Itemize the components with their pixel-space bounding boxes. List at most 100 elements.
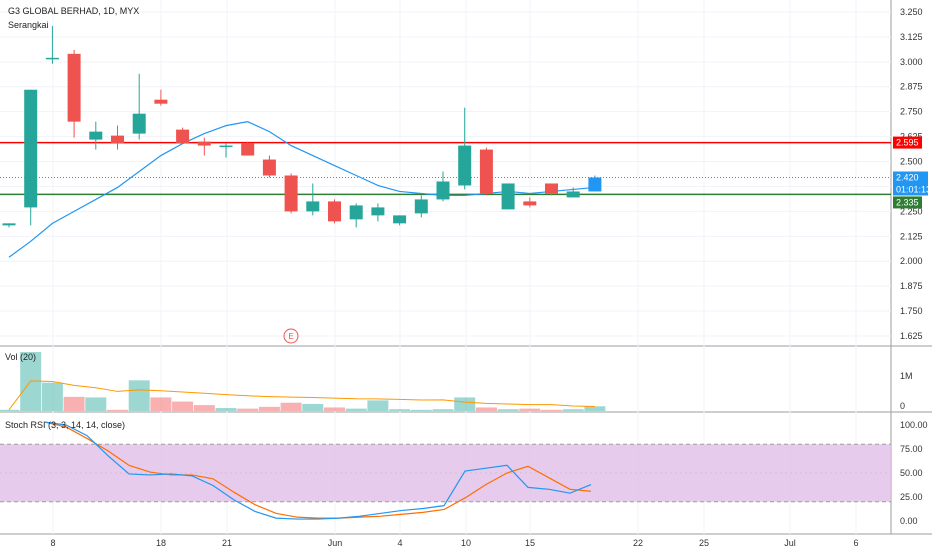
candle-body bbox=[393, 215, 407, 224]
rsi-tick-label: 50.00 bbox=[900, 468, 923, 478]
candle-body bbox=[545, 183, 558, 194]
price-tick-label: 3.000 bbox=[900, 57, 923, 67]
candle[interactable] bbox=[436, 171, 450, 202]
rsi-tick-label: 25.00 bbox=[900, 492, 923, 502]
x-tick-label: 25 bbox=[699, 538, 709, 548]
candle-body bbox=[436, 181, 450, 200]
rsi-tick-label: 75.00 bbox=[900, 444, 923, 454]
volume-bar bbox=[541, 409, 562, 411]
volume-bar bbox=[389, 409, 411, 411]
volume-bar bbox=[193, 405, 215, 411]
candle-body bbox=[219, 145, 233, 148]
volume-tick-label: 1M bbox=[900, 371, 913, 381]
candle[interactable] bbox=[306, 183, 320, 216]
candle[interactable] bbox=[458, 107, 472, 190]
volume-bar bbox=[584, 406, 606, 411]
volume-label: Vol (20) bbox=[5, 352, 36, 362]
volume-bar bbox=[302, 403, 324, 411]
volume-bar bbox=[63, 396, 85, 411]
x-tick-label: 18 bbox=[156, 538, 166, 548]
candle[interactable] bbox=[262, 155, 276, 178]
candle[interactable] bbox=[393, 215, 407, 226]
current-price-tag-bg bbox=[893, 171, 928, 196]
candle-body bbox=[588, 177, 602, 192]
rsi-tick-label: 100.00 bbox=[900, 420, 928, 430]
price-tick-label: 1.875 bbox=[900, 281, 923, 291]
candle[interactable] bbox=[566, 187, 580, 198]
price-tick-label: 2.250 bbox=[900, 206, 923, 216]
candle[interactable] bbox=[479, 147, 493, 196]
candle[interactable] bbox=[154, 89, 168, 106]
volume-bar bbox=[107, 409, 128, 411]
candle[interactable] bbox=[132, 73, 146, 140]
rsi-tick-label: 0.00 bbox=[900, 516, 918, 526]
resistance-price-tag-bg bbox=[893, 136, 922, 149]
x-tick-label: 15 bbox=[525, 538, 535, 548]
support-price-tag: 2.335 bbox=[896, 197, 919, 207]
candle-body bbox=[284, 175, 298, 212]
volume-bar bbox=[562, 409, 584, 411]
price-tick-label: 2.125 bbox=[900, 231, 923, 241]
volume-bar bbox=[150, 397, 172, 411]
candle[interactable] bbox=[2, 223, 16, 228]
candle[interactable] bbox=[45, 25, 59, 64]
earnings-letter: E bbox=[288, 332, 293, 341]
candle-body bbox=[458, 145, 472, 186]
candle-body bbox=[479, 149, 493, 194]
candle[interactable] bbox=[414, 195, 428, 218]
price-tick-label: 2.500 bbox=[900, 157, 923, 167]
candle-body bbox=[197, 141, 211, 146]
candle-body bbox=[501, 183, 515, 210]
candle[interactable] bbox=[219, 143, 233, 158]
candle[interactable] bbox=[501, 183, 515, 210]
candlesticks[interactable] bbox=[2, 25, 602, 228]
candle-body bbox=[523, 201, 537, 206]
candle[interactable] bbox=[349, 203, 363, 228]
x-tick-label: 4 bbox=[397, 538, 402, 548]
ma-line bbox=[8, 121, 595, 258]
earnings-marker[interactable]: E bbox=[283, 328, 299, 344]
volume-bar bbox=[215, 408, 237, 411]
candle[interactable] bbox=[111, 125, 124, 150]
price-tick-label: 2.875 bbox=[900, 82, 923, 92]
volume-ma-line bbox=[8, 380, 595, 411]
price-tick-label: 2.750 bbox=[900, 107, 923, 117]
candle-body bbox=[241, 143, 255, 156]
x-tick-label: 10 bbox=[461, 538, 471, 548]
candle[interactable] bbox=[371, 203, 385, 222]
candle[interactable] bbox=[328, 199, 341, 224]
x-tick-label: Jul bbox=[784, 538, 796, 548]
candle[interactable] bbox=[89, 121, 103, 150]
candle[interactable] bbox=[67, 49, 81, 138]
candle-body bbox=[306, 201, 320, 212]
candle-body bbox=[414, 199, 428, 214]
candle-body bbox=[371, 207, 385, 216]
candle-body bbox=[349, 205, 363, 220]
chart-subtitle: Serangkai bbox=[8, 20, 49, 30]
volume-bar bbox=[280, 402, 302, 411]
candle-body bbox=[566, 191, 580, 198]
candle[interactable] bbox=[588, 175, 602, 192]
candle[interactable] bbox=[197, 137, 211, 156]
volume-bar bbox=[0, 409, 20, 411]
candle[interactable] bbox=[545, 183, 558, 196]
support-price-tag-bg bbox=[893, 196, 922, 209]
candle-body bbox=[154, 99, 168, 104]
candle[interactable] bbox=[241, 141, 255, 156]
volume-bar bbox=[85, 397, 107, 411]
resistance-price-tag: 2.595 bbox=[896, 138, 919, 148]
volume-bar bbox=[410, 409, 432, 411]
stoch-rsi bbox=[0, 421, 891, 520]
candle-body bbox=[132, 113, 146, 134]
candle-body bbox=[2, 223, 16, 226]
candle[interactable] bbox=[284, 173, 298, 214]
price-tick-label: 1.750 bbox=[900, 306, 923, 316]
candle[interactable] bbox=[24, 89, 38, 226]
candle[interactable] bbox=[523, 197, 537, 208]
volume-bar bbox=[324, 407, 345, 411]
price-tick-label: 1.625 bbox=[900, 331, 923, 341]
candle-body bbox=[67, 53, 81, 122]
candle[interactable] bbox=[176, 127, 190, 144]
volume-bar bbox=[519, 408, 541, 411]
